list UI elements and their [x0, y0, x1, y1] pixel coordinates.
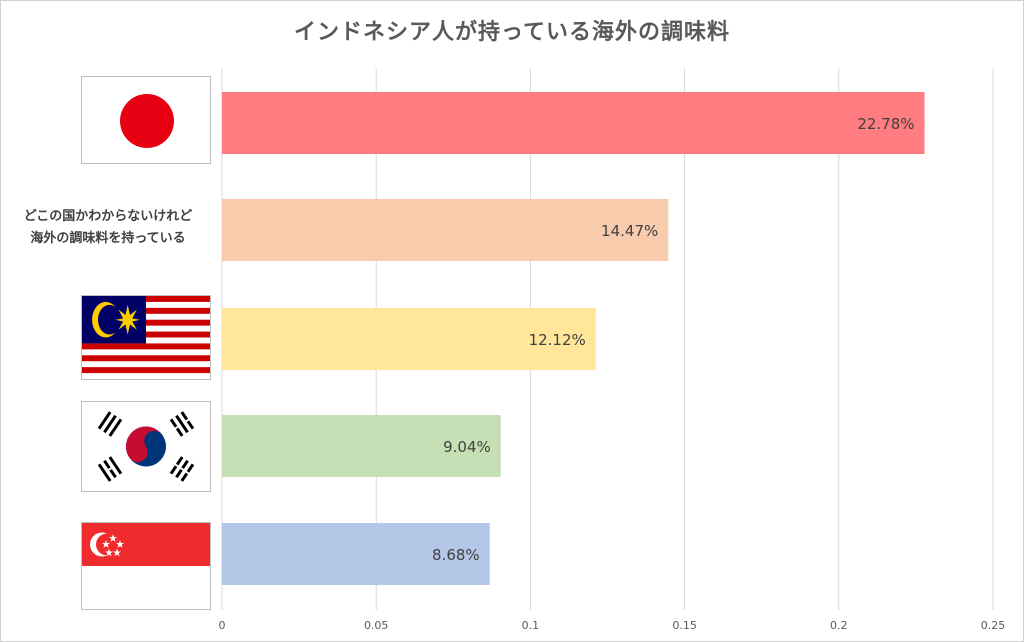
singapore-flag-icon	[81, 522, 211, 610]
bar	[222, 415, 501, 477]
category-label-line-2: 海外の調味料を持っている	[30, 231, 186, 246]
malaysia-flag-icon	[81, 295, 211, 380]
bar	[222, 523, 490, 585]
x-tick-label: 0.25	[981, 619, 1006, 632]
chart-title: インドネシア人が持っている海外の調味料	[294, 20, 730, 45]
south-korea-flag-icon	[81, 401, 211, 492]
x-tick-label: 0.05	[364, 619, 389, 632]
bar-value-label: 12.12%	[529, 331, 586, 349]
bar	[222, 199, 669, 261]
japan-flag-icon	[81, 76, 211, 164]
x-tick-label: 0	[219, 619, 226, 632]
category-label-unknown: どこの国かわからないけれど 海外の調味料を持っている	[8, 206, 208, 250]
x-tick-label: 0.1	[522, 619, 540, 632]
category-label-line-1: どこの国かわからないけれど	[23, 209, 193, 224]
bar-value-label: 9.04%	[443, 438, 491, 456]
bar	[222, 92, 925, 154]
bar-value-label: 8.68%	[432, 546, 480, 564]
bar-value-label: 22.78%	[857, 115, 914, 133]
x-tick-label: 0.2	[830, 619, 848, 632]
bar-value-label: 14.47%	[601, 222, 658, 240]
x-tick-label: 0.15	[672, 619, 697, 632]
bar	[222, 308, 596, 370]
